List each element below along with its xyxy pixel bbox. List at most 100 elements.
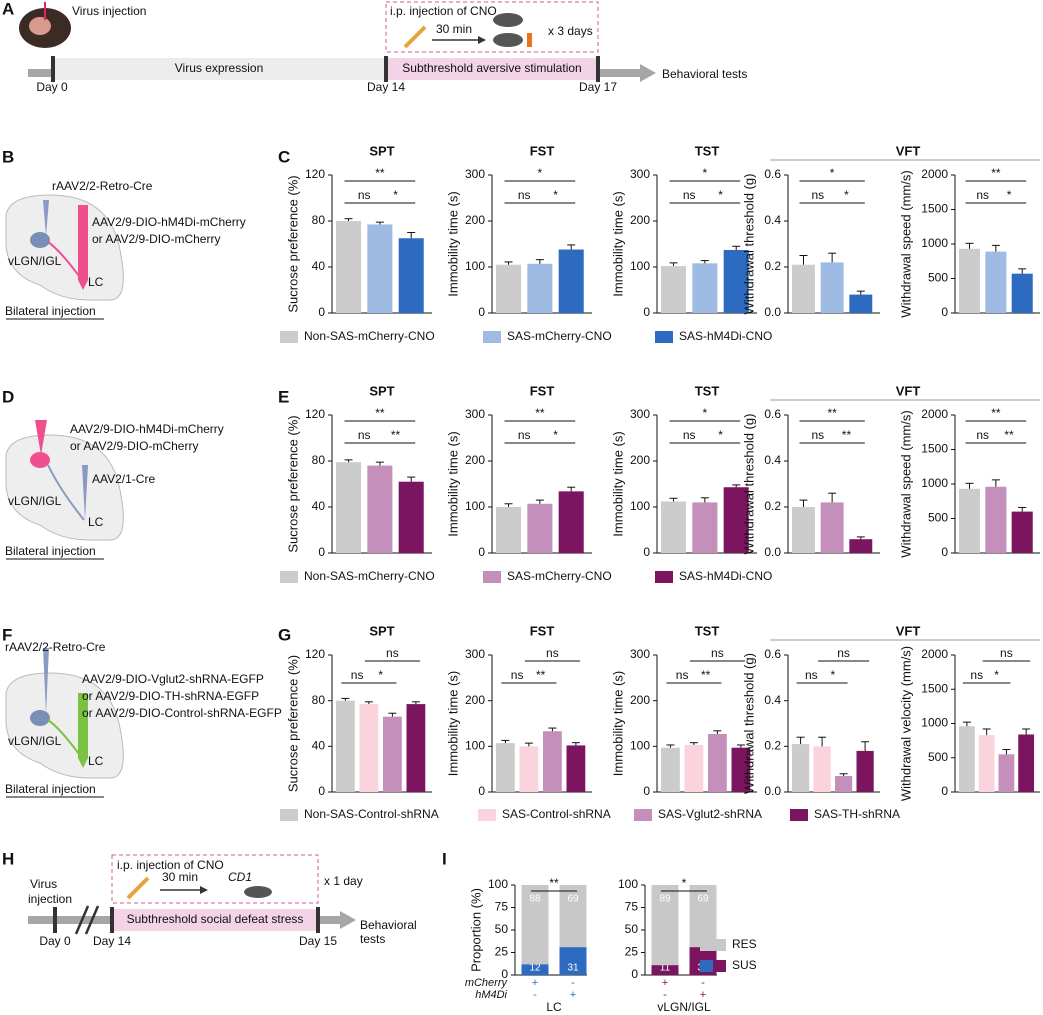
panel-letter: C: [278, 147, 290, 166]
significance-label: ns: [676, 668, 689, 682]
y-tick-label: 100: [630, 259, 650, 273]
pipette: [78, 205, 88, 290]
legend-swatch: [655, 571, 673, 583]
legend-swatch: [790, 809, 808, 821]
label: Subthreshold social defeat stress: [127, 912, 304, 926]
legend-label: Non-SAS-mCherry-CNO: [304, 329, 435, 343]
brain-outline: [5, 672, 124, 779]
y-axis-label: Immobility time (s): [610, 191, 625, 296]
cno-box: [385, 1, 599, 53]
significance-label: ns: [358, 188, 371, 202]
bar: [496, 264, 522, 313]
significance-label: **: [375, 406, 385, 420]
significance-label: *: [553, 428, 558, 442]
panel-letter: E: [278, 387, 289, 406]
y-tick-label: 300: [630, 407, 650, 421]
y-axis-label: Withdrawal velocity (mm/s): [898, 646, 913, 801]
bar-segment: [521, 964, 549, 975]
pipette: [43, 200, 49, 236]
bar: [543, 731, 562, 792]
schematic-label: AAV2/9-DIO-hM4Di-mCherry: [70, 422, 224, 436]
significance-label: **: [549, 876, 559, 890]
significance-label: *: [718, 428, 723, 442]
y-tick-label: 100: [488, 877, 508, 891]
bar: [856, 750, 874, 792]
legend-label: RES: [732, 937, 757, 951]
schematic-label: Bilateral injection: [5, 304, 96, 318]
significance-label: ns: [683, 188, 696, 202]
y-tick-label: 40: [312, 499, 326, 513]
legend-swatch: [280, 571, 298, 583]
stimulation-box: [112, 909, 318, 931]
y-tick-label: 120: [305, 407, 325, 421]
schematic-label: vLGN/IGL: [8, 254, 62, 268]
label: injection: [28, 892, 72, 906]
y-tick-label: 500: [928, 271, 948, 285]
y-axis-label: Immobility time (s): [610, 431, 625, 536]
significance-label: ns: [970, 668, 983, 682]
label: i.p. injection of CNO: [117, 858, 224, 872]
y-tick-label: 120: [305, 167, 325, 181]
significance-label: ns: [976, 428, 989, 442]
label: Day 14: [367, 80, 405, 94]
significance-label: *: [553, 188, 558, 202]
legend-label: SAS-hM4Di-CNO: [679, 569, 772, 583]
y-tick-label: 100: [465, 259, 485, 273]
legend-swatch: [280, 331, 298, 343]
panel-title: VFT: [896, 143, 921, 158]
significance-label: *: [378, 668, 383, 682]
y-axis-label: Withdrawal threshold (g): [741, 414, 756, 555]
projection: [47, 719, 83, 759]
panel-letter: F: [2, 625, 12, 644]
label: 30 min: [162, 870, 198, 884]
value-label: 12: [529, 963, 541, 974]
y-tick-label: 100: [465, 739, 485, 753]
significance-label: *: [994, 668, 999, 682]
label: tests: [360, 932, 385, 946]
significance-label: **: [991, 166, 1001, 180]
bar: [998, 754, 1015, 792]
y-axis-label: Withdrawal threshold (g): [741, 653, 756, 794]
bar: [849, 294, 873, 313]
significance-label: **: [375, 166, 385, 180]
sign: +: [700, 989, 706, 1001]
bar: [835, 776, 853, 792]
label: Day 14: [93, 934, 131, 948]
day-tick: [53, 907, 57, 933]
y-tick-label: 1500: [921, 202, 948, 216]
significance-label: **: [991, 406, 1001, 420]
target-region: [30, 710, 50, 726]
label: CD1: [228, 870, 252, 884]
legend-label: SUS: [732, 958, 757, 972]
bar: [684, 744, 704, 792]
bar: [398, 481, 424, 553]
significance-label: ns: [358, 428, 371, 442]
value-label: 88: [529, 894, 541, 905]
y-tick-label: 80: [312, 453, 326, 467]
y-tick-label: 0: [478, 784, 485, 798]
chart-title: SPT: [369, 143, 394, 158]
y-tick-label: 0.6: [764, 167, 781, 181]
label: Behavioral tests: [662, 67, 747, 81]
significance-label: **: [1004, 428, 1014, 442]
axis-break: [74, 905, 90, 935]
y-tick-label: 0: [941, 545, 948, 559]
y-axis-label: Withdrawal speed (mm/s): [898, 170, 913, 317]
brain-schematic-d: [5, 420, 124, 560]
label: Virus expression: [175, 61, 264, 75]
bar: [723, 487, 749, 553]
y-tick-label: 0: [318, 784, 325, 798]
significance-label: *: [682, 876, 687, 890]
bar: [558, 491, 584, 553]
significance-label: *: [844, 188, 849, 202]
y-tick-label: 0: [941, 784, 948, 798]
bar-segment: [559, 885, 587, 948]
bar: [959, 248, 981, 313]
bar: [661, 747, 680, 792]
bar: [959, 488, 981, 553]
bar: [398, 238, 424, 313]
bar: [496, 507, 522, 553]
stimulation-box: [386, 58, 598, 80]
y-tick-label: 100: [630, 739, 650, 753]
y-tick-label: 500: [928, 511, 948, 525]
